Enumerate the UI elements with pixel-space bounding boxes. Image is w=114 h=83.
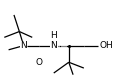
Text: N: N <box>20 41 27 50</box>
Text: O: O <box>35 58 42 67</box>
Text: H: H <box>50 31 57 40</box>
Text: OH: OH <box>99 41 113 50</box>
Text: N: N <box>50 41 57 50</box>
